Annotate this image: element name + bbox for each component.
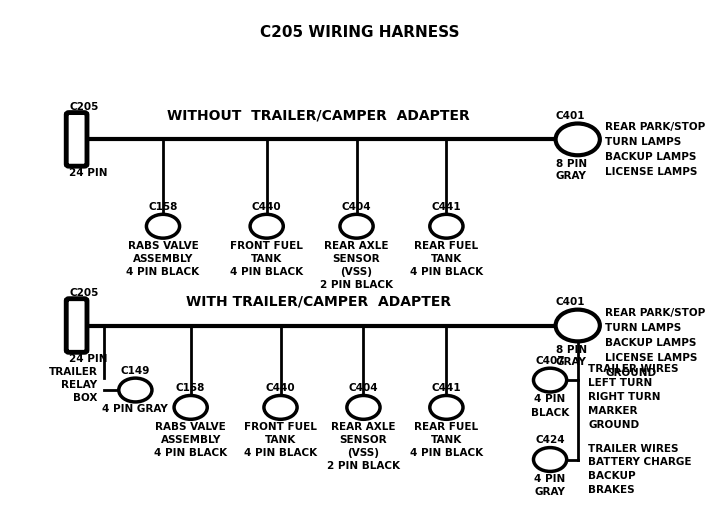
Text: REAR PARK/STOP: REAR PARK/STOP: [606, 122, 706, 132]
Text: C440: C440: [252, 202, 282, 212]
Text: BACKUP LAMPS: BACKUP LAMPS: [606, 338, 697, 348]
Text: C404: C404: [342, 202, 372, 212]
Circle shape: [119, 378, 152, 402]
Text: MARKER: MARKER: [588, 406, 638, 416]
FancyBboxPatch shape: [66, 113, 87, 166]
Text: REAR PARK/STOP: REAR PARK/STOP: [606, 308, 706, 318]
Text: REAR AXLE
SENSOR
(VSS)
2 PIN BLACK: REAR AXLE SENSOR (VSS) 2 PIN BLACK: [327, 422, 400, 472]
Text: REAR FUEL
TANK
4 PIN BLACK: REAR FUEL TANK 4 PIN BLACK: [410, 240, 483, 277]
Text: BACKUP LAMPS: BACKUP LAMPS: [606, 152, 697, 162]
Text: C441: C441: [431, 383, 462, 393]
Text: 8 PIN: 8 PIN: [556, 345, 587, 355]
Text: C404: C404: [348, 383, 378, 393]
Text: C158: C158: [148, 202, 178, 212]
Text: C401: C401: [556, 111, 585, 121]
Circle shape: [534, 448, 567, 472]
Text: C158: C158: [176, 383, 205, 393]
Text: 8 PIN: 8 PIN: [556, 159, 587, 169]
Text: C441: C441: [431, 202, 462, 212]
Circle shape: [146, 215, 179, 238]
Circle shape: [430, 215, 463, 238]
Text: TRAILER WIRES: TRAILER WIRES: [588, 364, 678, 374]
Text: GROUND: GROUND: [588, 420, 639, 430]
Text: WITHOUT  TRAILER/CAMPER  ADAPTER: WITHOUT TRAILER/CAMPER ADAPTER: [167, 108, 470, 122]
Circle shape: [340, 215, 373, 238]
Circle shape: [556, 310, 600, 341]
Text: FRONT FUEL
TANK
4 PIN BLACK: FRONT FUEL TANK 4 PIN BLACK: [230, 240, 303, 277]
Text: BACKUP: BACKUP: [588, 472, 636, 481]
Text: LEFT TURN: LEFT TURN: [588, 378, 652, 388]
Text: RIGHT TURN: RIGHT TURN: [588, 392, 660, 402]
Text: BRAKES: BRAKES: [588, 485, 635, 495]
Text: RABS VALVE
ASSEMBLY
4 PIN BLACK: RABS VALVE ASSEMBLY 4 PIN BLACK: [154, 422, 228, 458]
Circle shape: [250, 215, 283, 238]
Text: 24 PIN: 24 PIN: [69, 168, 107, 178]
Text: 4 PIN GRAY: 4 PIN GRAY: [102, 404, 168, 415]
Text: C401: C401: [556, 297, 585, 307]
Text: C149: C149: [121, 366, 150, 376]
Circle shape: [556, 124, 600, 155]
Text: C205: C205: [69, 288, 99, 298]
Text: LICENSE LAMPS: LICENSE LAMPS: [606, 166, 698, 177]
Circle shape: [347, 396, 380, 419]
Text: REAR FUEL
TANK
4 PIN BLACK: REAR FUEL TANK 4 PIN BLACK: [410, 422, 483, 458]
Circle shape: [174, 396, 207, 419]
Circle shape: [264, 396, 297, 419]
Text: TRAILER
RELAY
BOX: TRAILER RELAY BOX: [48, 367, 97, 403]
Text: C205: C205: [69, 102, 99, 112]
Text: TURN LAMPS: TURN LAMPS: [606, 323, 682, 333]
Text: 24 PIN: 24 PIN: [69, 354, 107, 364]
Text: 4 PIN
GRAY: 4 PIN GRAY: [534, 474, 566, 497]
Text: RABS VALVE
ASSEMBLY
4 PIN BLACK: RABS VALVE ASSEMBLY 4 PIN BLACK: [127, 240, 199, 277]
Text: GRAY: GRAY: [556, 357, 587, 367]
Text: C440: C440: [266, 383, 295, 393]
Text: C407: C407: [535, 356, 565, 366]
Circle shape: [430, 396, 463, 419]
Text: C424: C424: [535, 435, 565, 445]
Text: WITH TRAILER/CAMPER  ADAPTER: WITH TRAILER/CAMPER ADAPTER: [186, 294, 451, 308]
Text: BATTERY CHARGE: BATTERY CHARGE: [588, 458, 692, 467]
Text: LICENSE LAMPS: LICENSE LAMPS: [606, 353, 698, 363]
Text: C205 WIRING HARNESS: C205 WIRING HARNESS: [260, 25, 460, 40]
Text: GRAY: GRAY: [556, 171, 587, 181]
FancyBboxPatch shape: [66, 299, 87, 352]
Text: TRAILER WIRES: TRAILER WIRES: [588, 444, 678, 453]
Text: GROUND: GROUND: [606, 368, 657, 377]
Circle shape: [534, 368, 567, 392]
Text: TURN LAMPS: TURN LAMPS: [606, 137, 682, 147]
Text: FRONT FUEL
TANK
4 PIN BLACK: FRONT FUEL TANK 4 PIN BLACK: [244, 422, 317, 458]
Text: REAR AXLE
SENSOR
(VSS)
2 PIN BLACK: REAR AXLE SENSOR (VSS) 2 PIN BLACK: [320, 240, 393, 290]
Text: 4 PIN
BLACK: 4 PIN BLACK: [531, 394, 570, 418]
